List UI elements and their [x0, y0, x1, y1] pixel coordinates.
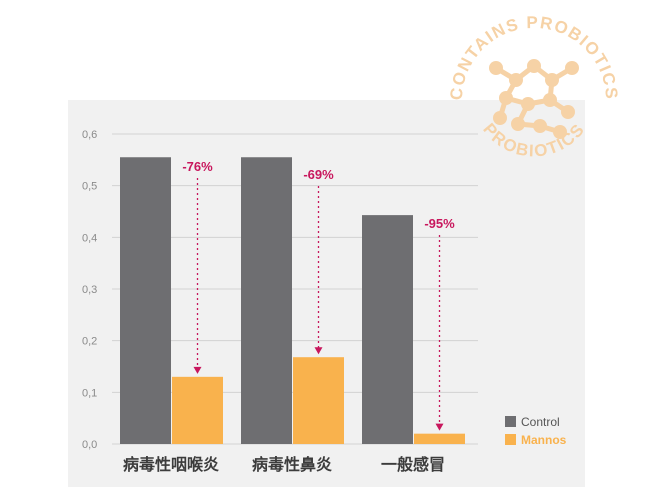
reduction-label: -76% [182, 159, 213, 174]
molecule-node [511, 117, 525, 131]
legend-label: Mannos [521, 433, 567, 447]
category-label: 一般感冒 [381, 455, 445, 474]
molecule-node [561, 105, 575, 119]
molecule-node [493, 111, 507, 125]
y-tick-label: 0,4 [82, 232, 97, 244]
reduction-arrow-head [314, 347, 323, 355]
y-tick-label: 0,2 [82, 336, 97, 348]
bar-mannos [414, 433, 465, 444]
molecule-node [545, 73, 559, 87]
molecule-node [527, 59, 541, 73]
molecule-node [533, 119, 547, 133]
y-tick-label: 0,5 [82, 181, 97, 193]
bar-mannos [172, 376, 223, 444]
stamp-text-top: CONTAINS PROBIOTICS [447, 13, 622, 101]
molecule-node [543, 93, 557, 107]
reduction-arrow-head [435, 423, 444, 431]
bar-mannos [293, 357, 344, 444]
y-tick-label: 0,6 [82, 129, 97, 141]
category-label: 病毒性咽喉炎 [123, 455, 219, 474]
legend-swatch [505, 416, 516, 427]
legend-label: Control [521, 415, 560, 429]
bar-control [241, 157, 292, 444]
bar-control [120, 157, 171, 444]
molecule-node [521, 97, 535, 111]
probiotics-stamp: CONTAINS PROBIOTICS PROBIOTICS [447, 13, 622, 161]
reduction-arrow-head [193, 366, 202, 374]
molecule-node [509, 73, 523, 87]
reduction-label: -95% [424, 216, 455, 231]
molecule-node [553, 125, 567, 139]
molecule-node [499, 91, 513, 105]
molecule-node [489, 61, 503, 75]
category-label: 病毒性鼻炎 [252, 455, 332, 474]
molecule-icon [489, 59, 579, 139]
legend-swatch [505, 434, 516, 445]
y-tick-label: 0,3 [82, 284, 97, 296]
bar-control [362, 215, 413, 444]
y-tick-label: 0,0 [82, 439, 97, 451]
y-tick-label: 0,1 [82, 387, 97, 399]
molecule-node [565, 61, 579, 75]
reduction-label: -69% [303, 167, 334, 182]
